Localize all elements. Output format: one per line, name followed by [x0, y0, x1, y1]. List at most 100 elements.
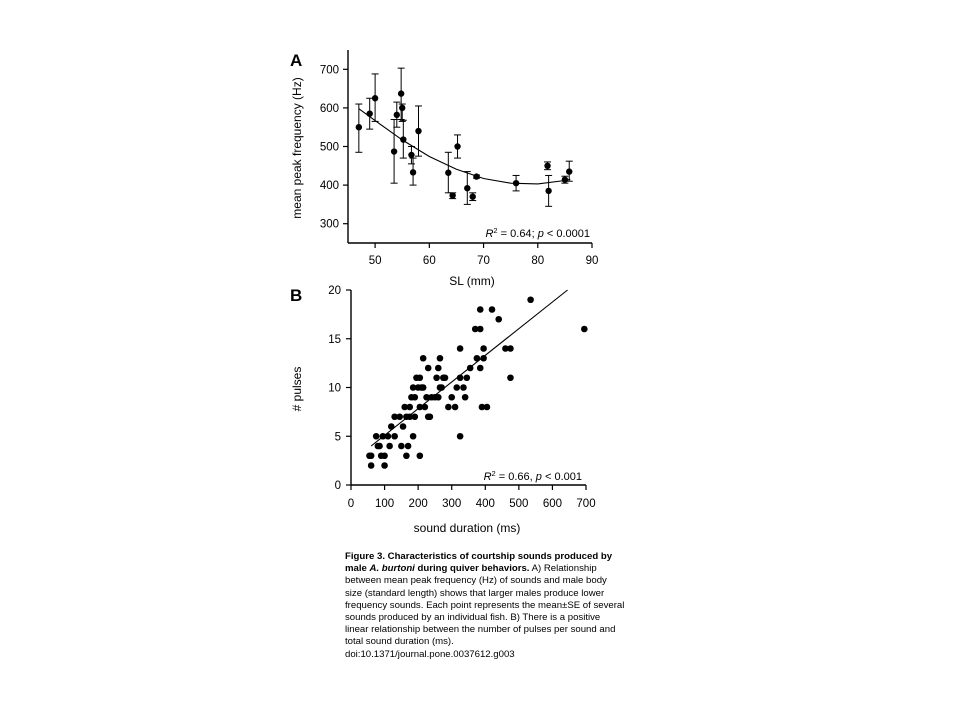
panel-b-point-marker [461, 393, 469, 401]
panel-b-point-marker [463, 374, 471, 382]
panel-a-point-marker [408, 151, 415, 159]
panel-a-point-marker [512, 179, 520, 187]
panel-b-point-marker [406, 403, 414, 411]
panel-a-points [355, 67, 573, 207]
panel-b-point-marker [507, 345, 514, 352]
panel-a-point-marker [409, 169, 417, 176]
panel-a-data-point [366, 97, 374, 130]
panel-a-data-point [398, 103, 406, 122]
panel-b-y-axis-label: # pulses [290, 367, 304, 412]
panel-a-point-marker [449, 192, 456, 199]
panel-b-x-tick-label: 400 [476, 498, 495, 510]
panel-b-point-marker [409, 432, 417, 440]
panel-b-point-marker [396, 413, 403, 421]
panel-b-point-marker [476, 364, 484, 372]
panel-b-point-marker [381, 462, 388, 469]
panel-b-point-marker [403, 452, 410, 460]
panel-a-y-tick-label: 600 [320, 103, 339, 115]
panel-b-point-marker [409, 384, 417, 391]
panel-a: A mean peak frequency (Hz) 300 400 500 600 7… [290, 50, 598, 288]
panel-b-point-marker [441, 374, 449, 382]
panel-b-point-marker [456, 374, 464, 382]
panel-b: B # pulses 0 5 10 15 20 0 100 200 300 400 500 600 7… [290, 285, 596, 535]
caption-body: A) Relationship between mean peak freque… [345, 563, 625, 648]
panel-a-point-marker [415, 127, 422, 135]
panel-a-data-point [409, 157, 417, 186]
panel-b-point-marker [399, 423, 407, 430]
panel-b-y-tick-label: 20 [328, 285, 341, 297]
panel-b-point-marker [416, 452, 424, 460]
panel-b-point-marker [426, 413, 434, 421]
panel-a-data-point [469, 192, 477, 202]
panel-b-point-marker [471, 325, 479, 333]
panel-a-x-tick-label: 50 [369, 255, 382, 267]
panel-b-point-marker [466, 364, 474, 372]
panel-b-y-tick-label: 15 [328, 334, 341, 346]
panel-b-point-marker [480, 345, 487, 352]
panel-b-label: B [290, 286, 302, 305]
panel-b-point-marker [445, 403, 452, 411]
panel-b-point-marker [419, 384, 427, 391]
panel-a-x-tick-label: 90 [586, 255, 599, 267]
panel-a-point-marker [390, 148, 398, 155]
panel-a-data-point [544, 161, 552, 171]
panel-b-point-marker [436, 354, 444, 362]
panel-b-point-marker [502, 345, 509, 352]
panel-a-point-marker [445, 169, 452, 176]
panel-b-x-tick-label: 0 [348, 498, 354, 510]
panel-a-point-marker [393, 111, 400, 119]
panel-b-point-marker [473, 354, 481, 362]
panel-a-point-marker [371, 95, 379, 102]
panel-b-x-tick-label: 700 [576, 498, 595, 510]
panel-a-data-point [545, 174, 553, 207]
panel-a-data-point [444, 151, 452, 194]
panel-b-point-marker [581, 325, 588, 333]
panel-b-point-marker [367, 462, 375, 469]
panel-b-point-marker [416, 374, 424, 382]
panel-a-y-ticks: 300 400 500 600 700 [320, 64, 348, 231]
panel-a-point-marker [473, 173, 480, 180]
panel-b-point-marker [387, 423, 395, 430]
panel-b-point-marker [448, 393, 456, 401]
panel-a-point-marker [366, 110, 373, 117]
panel-a-data-point [390, 118, 398, 184]
panel-b-point-marker [495, 315, 503, 323]
panel-b-stat-annotation: R2 = 0.66, p < 0.001 [484, 469, 582, 483]
panel-b-point-marker [411, 413, 419, 421]
panel-b-point-marker [478, 403, 486, 411]
panel-b-point-marker [381, 452, 388, 460]
panel-a-data-point [407, 146, 415, 165]
panel-b-point-marker [456, 432, 464, 440]
panel-b-y-ticks: 0 5 10 15 20 [328, 285, 351, 492]
panel-b-x-tick-label: 300 [442, 498, 461, 510]
panel-a-data-point [399, 119, 407, 159]
panel-b-point-marker [391, 413, 398, 421]
caption-doi: doi:10.1371/journal.pone.0037612.g003 [345, 648, 515, 660]
panel-a-point-marker [561, 176, 569, 183]
panel-b-y-tick-label: 5 [335, 431, 341, 443]
panel-b-point-marker [401, 403, 409, 411]
panel-a-data-point [397, 67, 405, 120]
panel-b-x-ticks: 0 100 200 300 400 500 600 700 [348, 485, 596, 510]
panel-b-point-marker [527, 296, 534, 304]
figure-caption: Figure 3. Characteristics of courtship s… [345, 551, 625, 661]
panel-b-point-marker [507, 374, 514, 382]
panel-b-x-tick-label: 100 [375, 498, 394, 510]
panel-a-x-tick-label: 60 [423, 255, 436, 267]
panel-a-x-ticks: 50 60 70 80 90 [369, 243, 599, 267]
panel-b-point-marker [367, 452, 375, 460]
panel-b-point-marker [404, 442, 412, 450]
panel-b-x-tick-label: 600 [543, 498, 562, 510]
panel-b-point-marker [376, 442, 383, 450]
panel-b-point-marker [453, 384, 461, 391]
panel-b-point-marker [416, 403, 424, 411]
panel-a-x-tick-label: 70 [477, 255, 490, 267]
panel-a-y-tick-label: 400 [320, 180, 339, 192]
panel-a-point-marker [469, 193, 476, 200]
panel-b-point-marker [480, 354, 487, 362]
panel-a-point-marker [545, 187, 552, 195]
panel-b-point-marker [379, 432, 387, 440]
panel-a-data-point [561, 175, 569, 184]
panel-b-point-marker [419, 354, 427, 362]
panel-b-r2-value: 0.66 [508, 471, 529, 483]
